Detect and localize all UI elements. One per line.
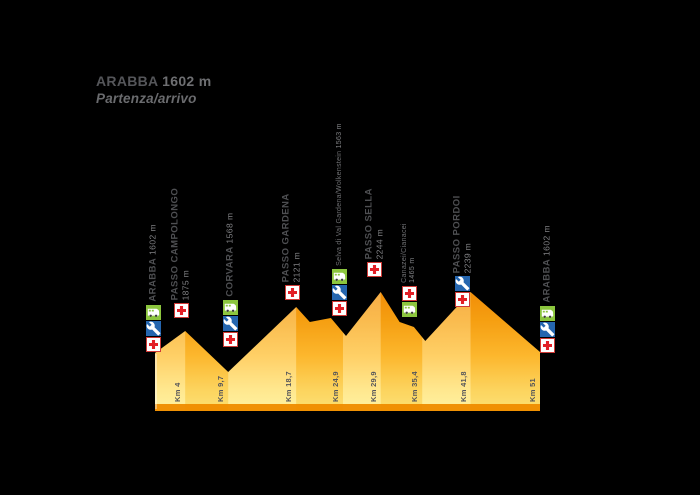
medical-icon (455, 292, 471, 307)
medical-icon (332, 301, 348, 316)
waypoint-name: PASSO PORDOI (451, 194, 463, 273)
waypoint-altitude: 1568 m (224, 212, 235, 244)
title-subtitle: Partenza/arrivo (96, 91, 197, 107)
waypoint-name: Selva di Val Gardena/Wolkenstein 1563 m (336, 123, 344, 266)
elevation-profile-shape (155, 292, 540, 411)
medical-icon (284, 285, 300, 300)
profile-base-strip (155, 404, 540, 411)
waypoint-altitude: 1465 m (409, 257, 417, 283)
waypoint-altitude: 1602 m (540, 225, 551, 257)
mechanic-icon (145, 321, 161, 336)
waypoint-altitude: 1563 m (336, 123, 344, 149)
medical-icon (401, 286, 417, 301)
mechanic-icon (332, 285, 348, 300)
medical-icon (222, 332, 238, 347)
start-finish-title: ARABBA 1602 m Partenza/arrivo (96, 72, 211, 108)
medical-icon (539, 338, 555, 353)
waypoint-name: ARABBA 1602 m (540, 225, 552, 303)
waypoint-name: ARABBA 1602 m (146, 224, 158, 302)
medical-icon (173, 303, 189, 318)
refreshment-icon (332, 269, 348, 284)
waypoint-name: CORVARA 1568 m (224, 212, 236, 297)
title-location: ARABBA (96, 73, 158, 89)
refreshment-icon (539, 306, 555, 321)
medical-icon (145, 337, 161, 352)
waypoint-altitude: 2244 m (373, 228, 384, 259)
refreshment-icon (145, 305, 161, 320)
mechanic-icon (455, 276, 471, 291)
waypoint-altitude: 2121 m (291, 251, 302, 282)
title-altitude: 1602 m (162, 73, 212, 89)
refreshment-icon (222, 300, 238, 315)
mechanic-icon (539, 322, 555, 337)
waypoint-name: PASSO SELLA (363, 187, 375, 259)
title-line: ARABBA 1602 m (96, 72, 211, 90)
waypoint-name: Canazei/Cianacei (401, 223, 409, 283)
medical-icon (367, 262, 383, 277)
mechanic-icon (222, 316, 238, 331)
waypoint-altitude: 2239 m (461, 242, 472, 273)
waypoint-altitude: 1875 m (180, 269, 191, 300)
waypoint-altitude: 1602 m (146, 224, 157, 256)
refreshment-icon (401, 302, 417, 317)
